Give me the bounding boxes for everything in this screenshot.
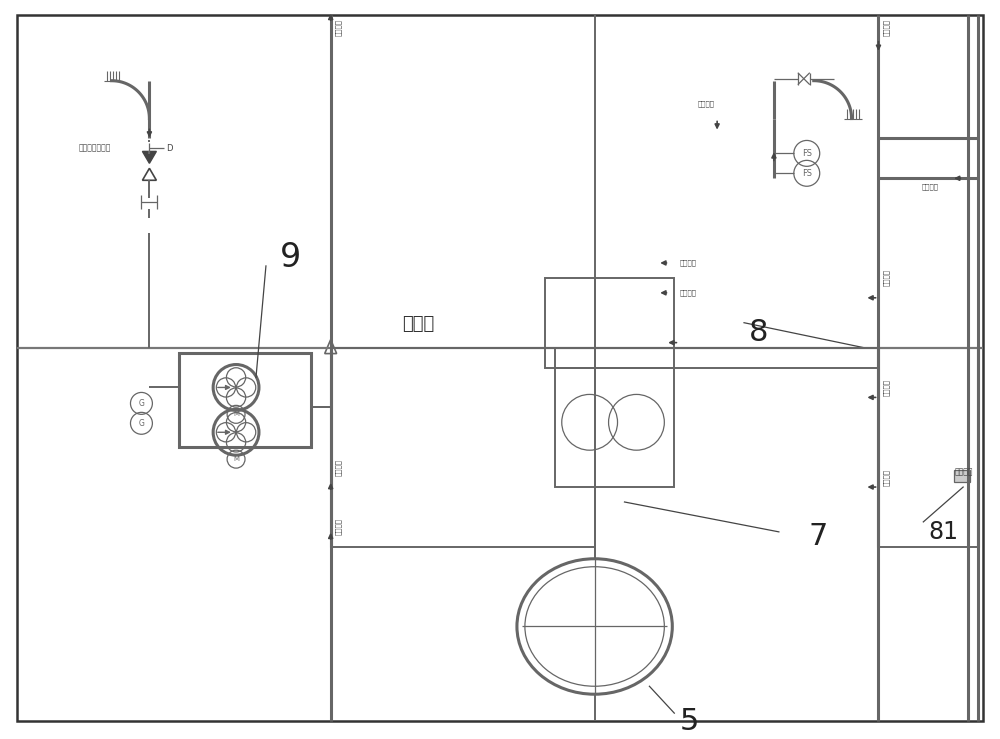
Bar — [545, 278, 674, 367]
Text: 氮气吹扫: 氮气吹扫 — [697, 101, 714, 107]
Text: 9: 9 — [280, 242, 301, 274]
Text: 双燃管通风处口: 双燃管通风处口 — [78, 143, 111, 152]
Text: FS: FS — [802, 149, 812, 158]
Polygon shape — [325, 340, 337, 353]
Text: M: M — [233, 412, 239, 418]
Polygon shape — [142, 168, 156, 180]
Text: G: G — [138, 419, 144, 428]
Polygon shape — [142, 151, 156, 163]
Text: 7: 7 — [809, 522, 828, 551]
Text: 泄漏监测: 泄漏监测 — [955, 468, 973, 477]
Text: M: M — [233, 456, 239, 462]
Text: D: D — [166, 144, 173, 153]
Text: 氮气吹扫: 氮气吹扫 — [679, 290, 696, 296]
Text: 氮气吹扫: 氮气吹扫 — [883, 379, 890, 396]
Bar — [555, 367, 674, 487]
Bar — [954, 470, 970, 482]
Text: 氮气吹扫: 氮气吹扫 — [335, 19, 341, 36]
Text: 主甲板: 主甲板 — [402, 315, 434, 333]
Text: 氮气吹扫: 氮气吹扫 — [883, 19, 890, 36]
Text: 氮气吹扫: 氮气吹扫 — [335, 518, 341, 535]
Text: 氮气吹扫: 氮气吹扫 — [335, 459, 341, 476]
Text: FS: FS — [802, 168, 812, 178]
Bar — [179, 353, 311, 447]
Text: G: G — [138, 399, 144, 408]
Text: 氮气吹扫: 氮气吹扫 — [883, 469, 890, 486]
Text: 氮气吹扫: 氮气吹扫 — [679, 259, 696, 266]
Text: 8: 8 — [749, 319, 769, 347]
Text: 氮气吹扫: 氮气吹扫 — [921, 183, 938, 190]
Text: 氮气吹扫: 氮气吹扫 — [883, 270, 890, 287]
Text: 5: 5 — [679, 706, 699, 735]
Text: 81: 81 — [928, 520, 958, 544]
